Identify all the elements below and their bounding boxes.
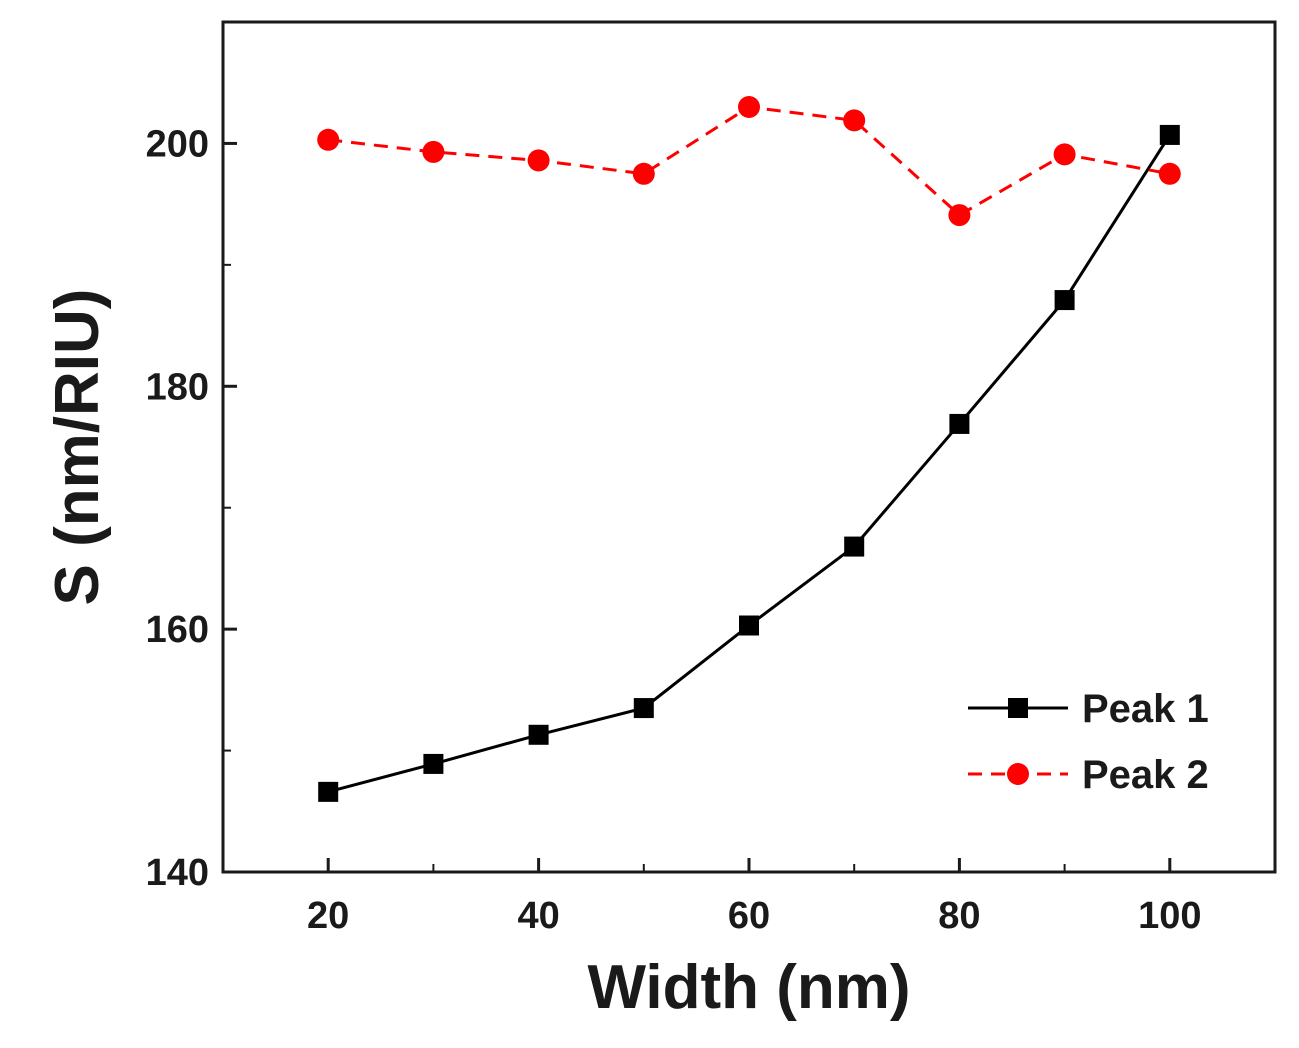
y-tick-label-200: 200	[146, 123, 209, 165]
x-axis-title: Width (nm)	[587, 953, 910, 1022]
point-peak-1-20	[318, 781, 339, 802]
point-peak-2-90	[1053, 143, 1076, 166]
y-axis-title: S (nm/RIU)	[43, 289, 112, 606]
point-peak-1-30	[423, 753, 444, 774]
point-peak-1-90	[1054, 290, 1075, 311]
point-peak-1-100	[1159, 124, 1180, 145]
legend-marker-peak-2	[1007, 763, 1029, 785]
y-tick-label-160: 160	[146, 609, 209, 651]
x-tick-label-40: 40	[517, 895, 559, 937]
y-tick-label-180: 180	[146, 366, 209, 408]
point-peak-2-20	[317, 128, 340, 151]
plot-frame	[221, 20, 1277, 874]
point-peak-2-30	[422, 140, 445, 163]
point-peak-1-70	[844, 536, 865, 557]
point-peak-1-60	[739, 615, 759, 636]
legend: Peak 1 Peak 2	[968, 687, 1209, 797]
series-lines	[327, 105, 1172, 794]
markers	[317, 96, 1181, 802]
point-peak-2-40	[527, 149, 550, 172]
point-peak-2-80	[948, 204, 971, 227]
point-peak-1-40	[528, 724, 549, 745]
legend-label-peak-2: Peak 2	[1082, 753, 1209, 797]
ticks: 20 40 60 80 100 140 160 180 200	[146, 123, 1202, 937]
y-tick-label-140: 140	[146, 852, 209, 894]
x-tick-label-100: 100	[1138, 895, 1201, 937]
point-peak-1-50	[633, 698, 654, 719]
x-tick-label-60: 60	[728, 895, 770, 937]
legend-label-peak-1: Peak 1	[1082, 687, 1209, 731]
series-line-peak-1	[327, 134, 1172, 794]
point-peak-2-60	[738, 96, 760, 118]
point-peak-2-100	[1158, 162, 1181, 185]
x-tick-label-20: 20	[307, 895, 349, 937]
series-line-peak-2	[328, 105, 1171, 217]
point-peak-2-50	[632, 162, 655, 185]
point-peak-2-70	[843, 109, 866, 132]
point-peak-1-80	[949, 413, 970, 434]
legend-marker-peak-1	[1008, 698, 1028, 718]
x-tick-label-80: 80	[938, 895, 980, 937]
